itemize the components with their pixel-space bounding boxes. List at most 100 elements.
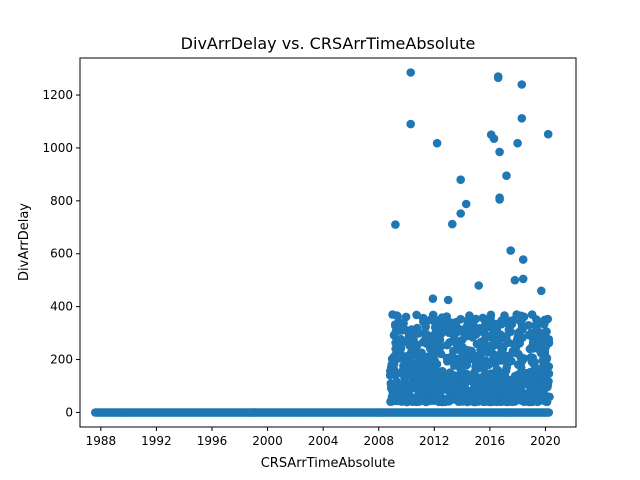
data-point: [479, 345, 489, 355]
data-point: [498, 386, 508, 395]
data-point: [447, 328, 457, 337]
data-point: [388, 310, 397, 319]
data-point: [506, 246, 515, 255]
x-tick-label: 1996: [197, 434, 228, 448]
data-point: [539, 395, 548, 405]
y-tick-label: 800: [50, 194, 73, 208]
data-point: [391, 327, 401, 336]
x-axis: 1988 1992 1996 2000 2004 2008 2012 2016 2020: [86, 427, 561, 448]
data-point: [386, 397, 395, 407]
data-point: [417, 384, 426, 394]
data-point: [417, 352, 426, 361]
data-point: [502, 332, 511, 342]
data-points: [91, 68, 554, 417]
data-point: [528, 338, 538, 348]
plot-frame: [79, 57, 577, 428]
x-tick-label: 2004: [308, 434, 339, 448]
data-point: [433, 339, 443, 349]
data-point: [421, 334, 431, 343]
data-point: [470, 381, 479, 391]
data-point: [512, 336, 522, 346]
data-point: [502, 397, 512, 406]
data-point: [406, 328, 416, 338]
data-point: [523, 380, 533, 390]
data-point: [403, 384, 413, 393]
data-point: [527, 310, 537, 319]
data-point: [517, 314, 527, 324]
data-point: [486, 378, 495, 387]
data-point: [524, 321, 533, 330]
data-point: [456, 314, 466, 324]
chart-title: DivArrDelay vs. CRSArrTimeAbsolute: [181, 34, 476, 53]
data-point: [483, 392, 493, 402]
data-point: [540, 357, 550, 366]
data-point: [456, 209, 466, 218]
y-tick-label: 0: [65, 405, 73, 419]
data-point: [446, 378, 456, 388]
data-point: [504, 390, 513, 400]
data-point: [457, 325, 466, 335]
data-point: [502, 363, 512, 372]
data-point: [426, 369, 435, 378]
x-axis-label: CRSArrTimeAbsolute: [261, 456, 396, 471]
data-point: [388, 385, 398, 394]
data-point: [524, 397, 534, 407]
data-point: [502, 171, 511, 180]
data-point: [537, 286, 546, 296]
data-point: [517, 80, 527, 89]
x-tick-label: 2016: [475, 434, 506, 448]
data-point: [535, 338, 544, 348]
data-point: [518, 274, 528, 284]
data-point: [401, 312, 411, 322]
data-point: [463, 394, 472, 403]
y-axis: 0 200 400 600 800 1000 1200: [42, 88, 80, 419]
data-point: [431, 328, 441, 338]
data-point: [432, 138, 442, 148]
data-point: [430, 362, 439, 372]
data-point: [450, 361, 459, 370]
data-point: [518, 255, 528, 264]
data-point: [516, 353, 526, 362]
data-point: [387, 360, 397, 369]
data-point: [456, 175, 466, 184]
data-point: [418, 373, 428, 383]
data-point: [465, 311, 474, 320]
data-point: [415, 395, 424, 404]
data-point: [462, 331, 471, 341]
data-point: [479, 375, 488, 385]
data-point: [391, 220, 400, 229]
data-point: [486, 371, 495, 381]
data-point: [410, 378, 419, 387]
data-point: [455, 395, 464, 404]
x-tick-label: 2012: [419, 434, 450, 448]
data-point: [428, 294, 438, 304]
data-point: [474, 363, 483, 373]
data-point: [474, 281, 484, 290]
data-point: [517, 114, 527, 123]
data-point: [513, 138, 522, 148]
data-point: [461, 199, 471, 209]
data-point: [534, 385, 543, 394]
data-point: [516, 383, 525, 392]
data-point: [497, 346, 507, 356]
data-point: [395, 341, 404, 351]
data-point: [510, 275, 520, 285]
data-point: [489, 134, 499, 143]
data-point: [397, 392, 406, 402]
data-point: [406, 68, 416, 77]
data-point: [456, 353, 466, 363]
data-point: [462, 360, 472, 370]
data-point: [443, 295, 453, 305]
x-tick-label: 2008: [363, 434, 394, 448]
data-point: [443, 357, 452, 366]
data-point: [448, 351, 457, 361]
data-point: [475, 393, 485, 403]
data-point: [446, 318, 455, 327]
data-point: [406, 357, 416, 367]
data-point: [396, 385, 406, 394]
x-tick-label: 2000: [252, 434, 283, 448]
data-point: [512, 393, 521, 403]
y-tick-label: 1200: [42, 88, 73, 102]
